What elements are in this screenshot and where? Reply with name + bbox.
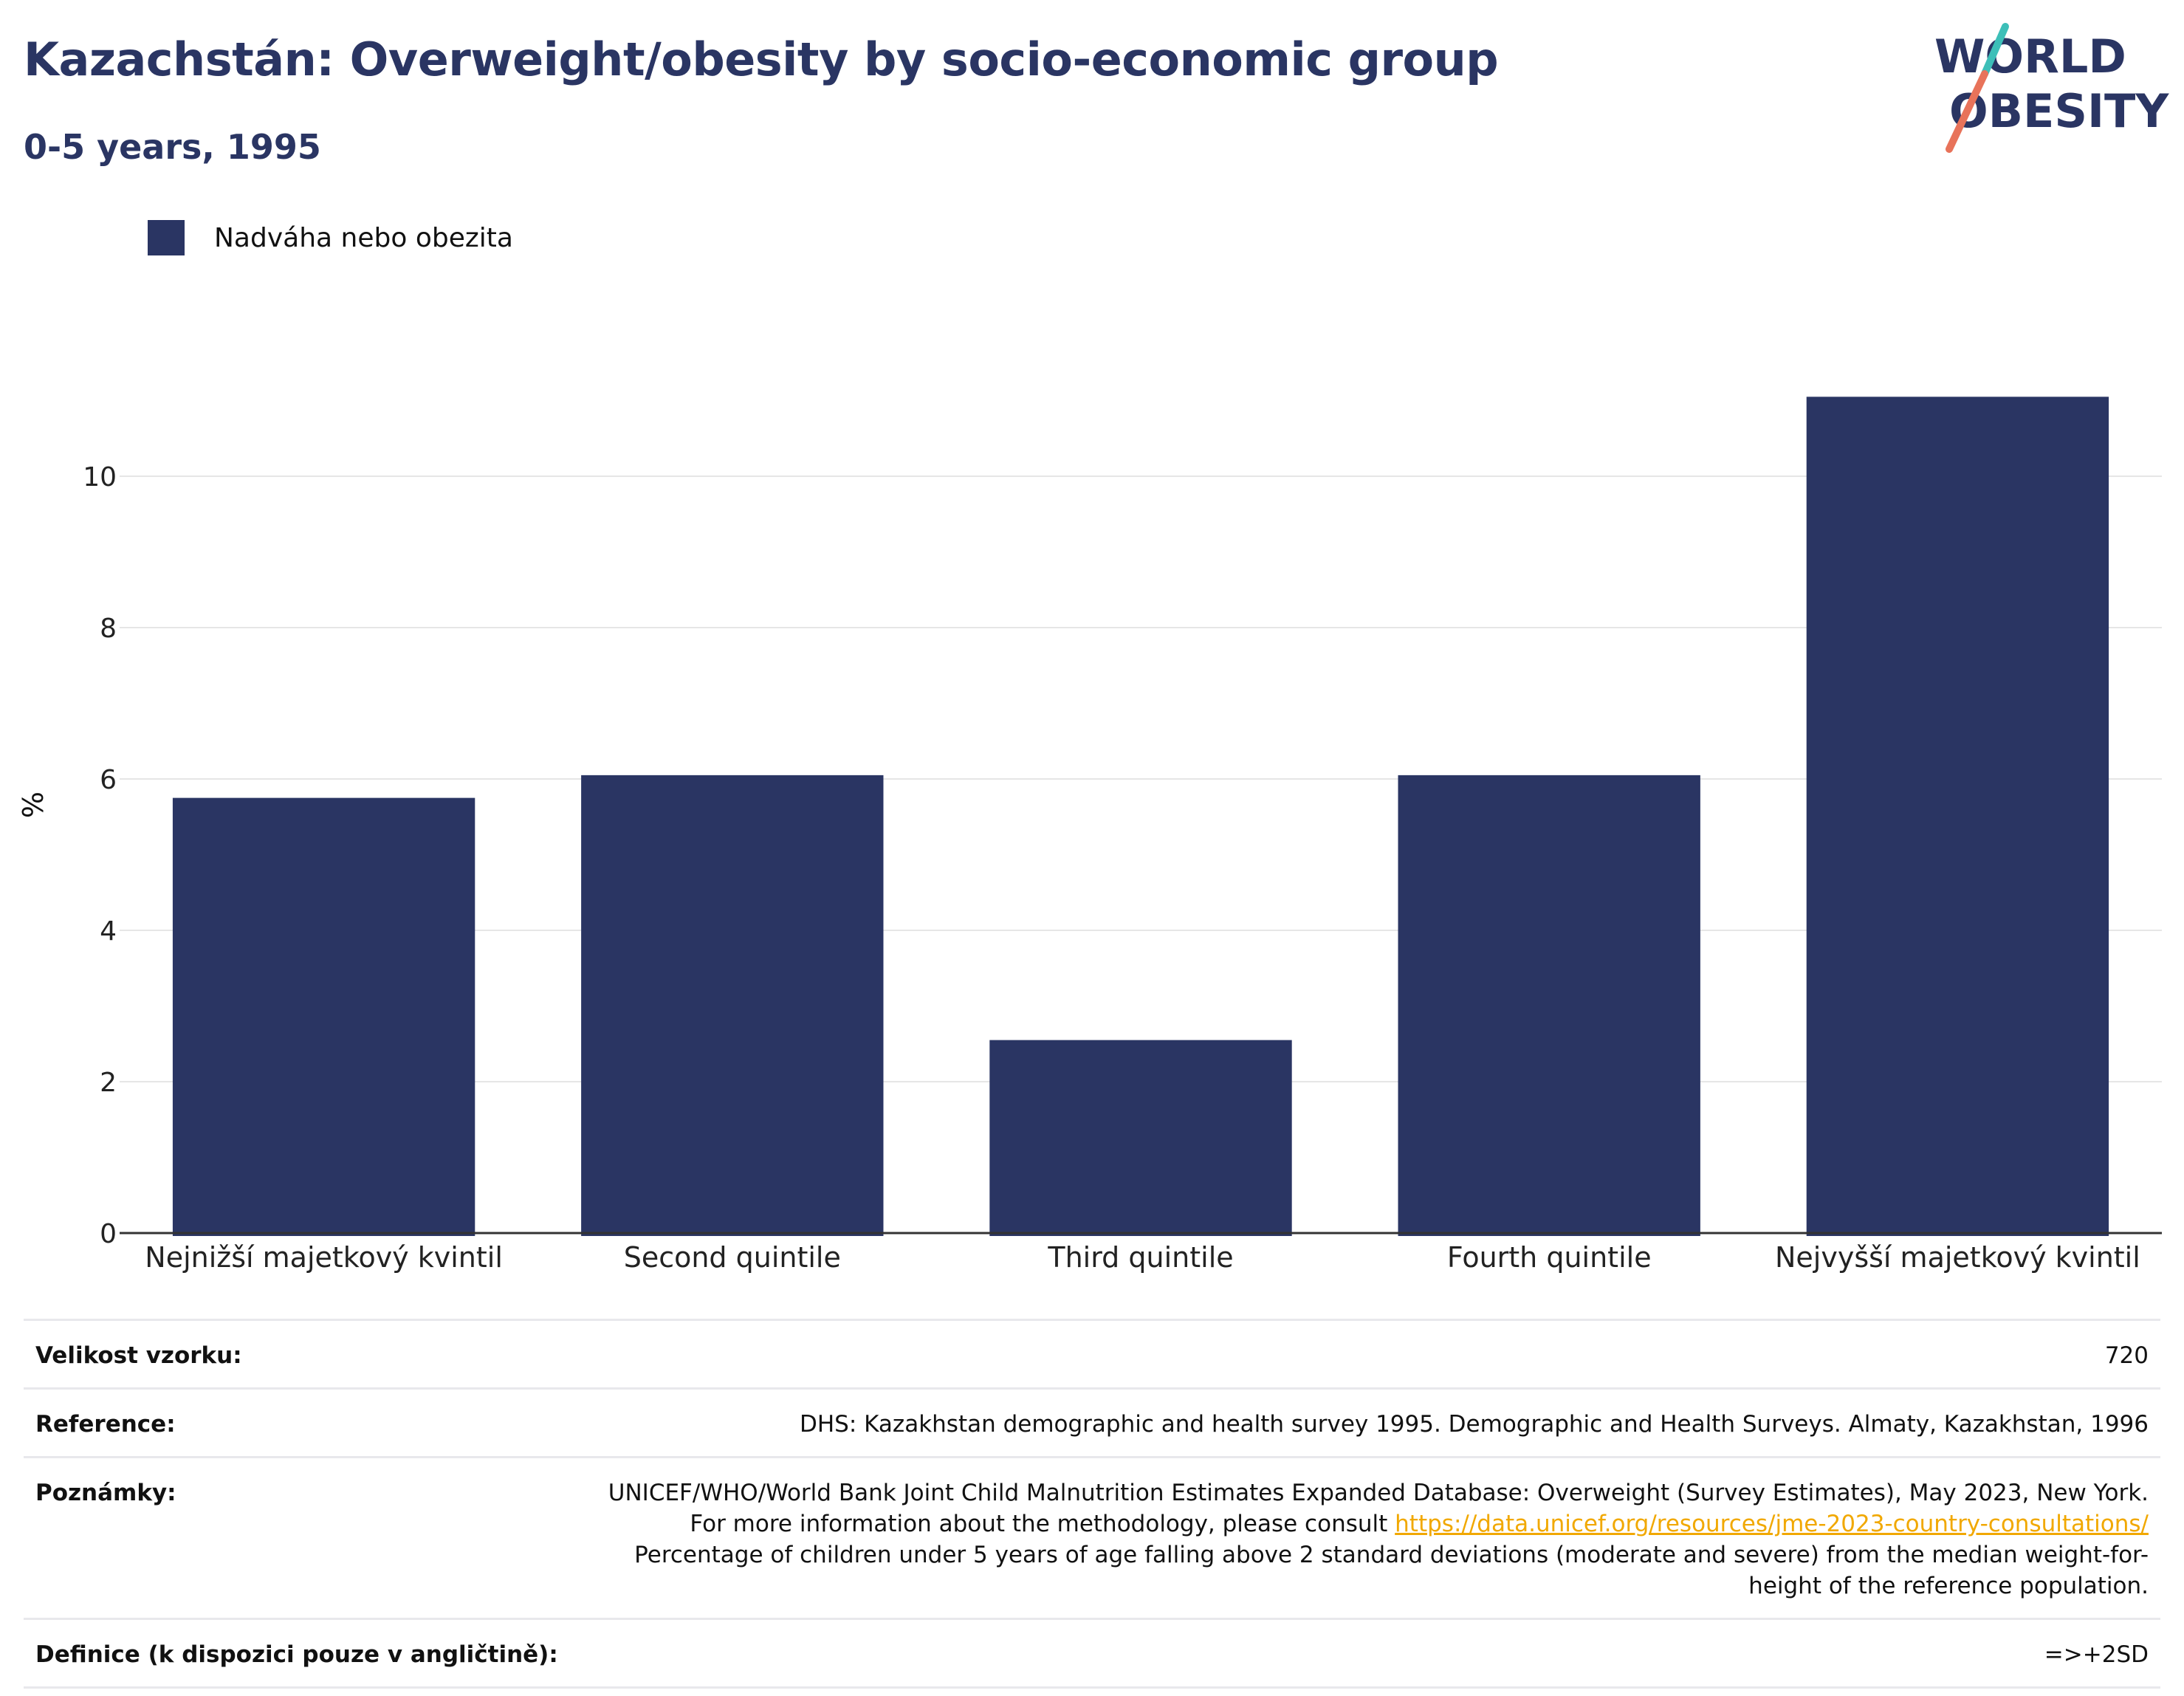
axes: 0 2 4 6 8 10 Nejnižší majetkový kvintil Second … bbox=[83, 462, 2162, 1274]
bar bbox=[989, 1040, 1292, 1236]
definition-label: Definice (k dispozici pouze v angličtině… bbox=[35, 1641, 558, 1668]
sample-size-label: Velikost vzorku: bbox=[35, 1342, 242, 1369]
reference-value: DHS: Kazakhstan demographic and health s… bbox=[799, 1411, 2149, 1438]
chart-title: Kazachstán: Overweight/obesity by socio-… bbox=[24, 32, 1499, 86]
logo-line2: OBESITY bbox=[1949, 84, 2169, 138]
bar-chart: 0 2 4 6 8 10 Nejnižší majetkový kvintil Second … bbox=[17, 396, 2162, 1274]
definition-value: =>+2SD bbox=[2044, 1641, 2149, 1668]
chart-subtitle: 0-5 years, 1995 bbox=[24, 127, 321, 167]
bar bbox=[1806, 396, 2109, 1236]
x-tick-label: Nejnižší majetkový kvintil bbox=[145, 1241, 503, 1274]
y-tick-label: 8 bbox=[100, 614, 117, 644]
world-obesity-logo: WORLD OBESITY bbox=[1934, 23, 2169, 153]
bar bbox=[581, 775, 884, 1236]
y-tick-label: 6 bbox=[100, 765, 117, 795]
bar bbox=[1398, 775, 1700, 1236]
x-tick-label: Nejvyšší majetkový kvintil bbox=[1775, 1241, 2140, 1274]
info-row-definition: Definice (k dispozici pouze v angličtině… bbox=[24, 1618, 2160, 1689]
legend-swatch bbox=[148, 220, 185, 255]
notes-text-1: UNICEF/WHO/World Bank Joint Child Malnut… bbox=[608, 1480, 2149, 1537]
logo-line1: WORLD bbox=[1934, 30, 2126, 83]
notes-label: Poznámky: bbox=[35, 1480, 176, 1506]
y-tick-label: 0 bbox=[100, 1219, 117, 1249]
y-tick-label: 4 bbox=[100, 916, 117, 947]
logo-slash-coral bbox=[1946, 70, 1988, 153]
bars bbox=[172, 396, 2109, 1236]
y-tick-label: 10 bbox=[83, 462, 117, 492]
y-tick-label: 2 bbox=[100, 1068, 117, 1098]
methodology-link[interactable]: https://data.unicef.org/resources/jme-20… bbox=[1395, 1511, 2149, 1537]
x-tick-label: Second quintile bbox=[624, 1241, 841, 1274]
notes-value: UNICEF/WHO/World Bank Joint Child Malnut… bbox=[598, 1477, 2149, 1601]
info-row-reference: Reference: DHS: Kazakhstan demographic a… bbox=[24, 1387, 2160, 1456]
legend-label: Nadváha nebo obezita bbox=[214, 222, 513, 253]
info-row-notes: Poznámky: UNICEF/WHO/World Bank Joint Ch… bbox=[24, 1456, 2160, 1618]
x-tick-label: Third quintile bbox=[1047, 1241, 1233, 1274]
y-axis-label: % bbox=[17, 792, 49, 818]
sample-size-value: 720 bbox=[2104, 1342, 2149, 1369]
bar bbox=[172, 797, 475, 1236]
info-table: Velikost vzorku: 720 Reference: DHS: Kaz… bbox=[24, 1319, 2160, 1689]
notes-text-2: Percentage of children under 5 years of … bbox=[634, 1542, 2149, 1599]
x-tick-label: Fourth quintile bbox=[1447, 1241, 1652, 1274]
logo-slash-teal bbox=[1981, 23, 2009, 78]
reference-label: Reference: bbox=[35, 1411, 176, 1438]
legend: Nadváha nebo obezita bbox=[148, 219, 513, 257]
info-row-sample-size: Velikost vzorku: 720 bbox=[24, 1319, 2160, 1387]
